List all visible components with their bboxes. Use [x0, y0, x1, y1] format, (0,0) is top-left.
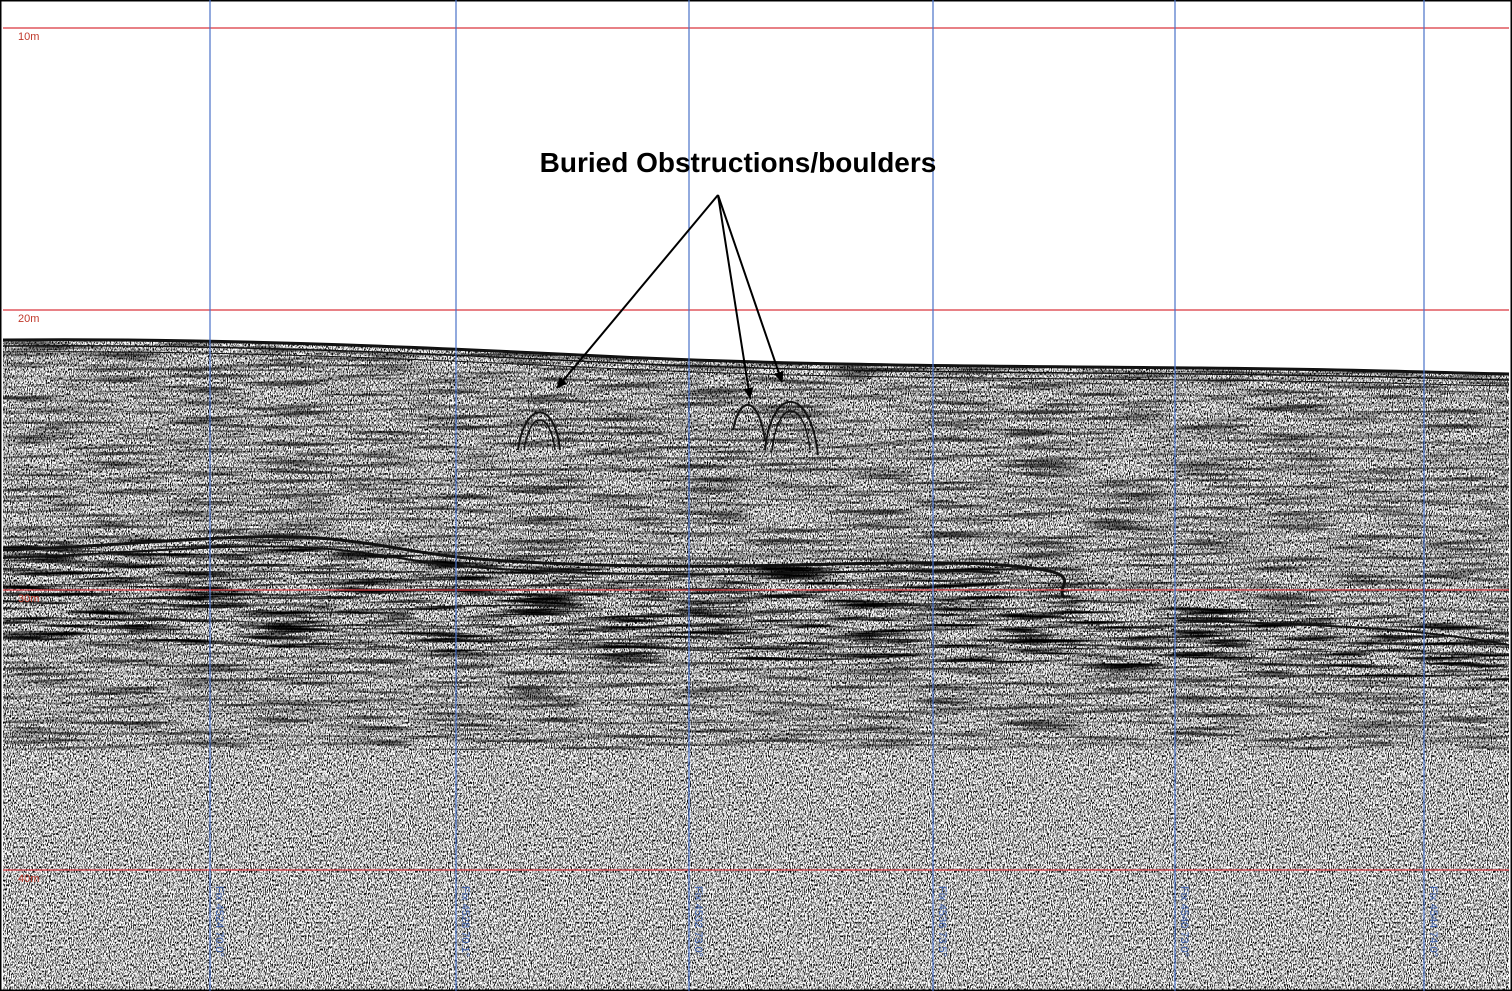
depth-label: 40m [18, 873, 39, 885]
fix-label: Fix 4528 70.1° [459, 886, 471, 957]
fix-label: Fix 4532 73.0° [692, 886, 704, 957]
fix-label: Fix 4544 74.0° [1427, 886, 1439, 957]
fix-label: Fix 4536 73.5° [936, 886, 948, 957]
fix-label: Fix 4540 73.0° [1178, 886, 1190, 957]
depth-label: 30m [18, 593, 39, 605]
depth-label: 10m [18, 31, 39, 43]
fix-label: Fix 4524 70.0° [213, 886, 225, 957]
annotation: Buried Obstructions/boulders [540, 147, 937, 178]
depth-label: 20m [18, 313, 39, 325]
sonar-record: 10m 20m 30m 40m Fix 4524 70.0° Fix 4528 70.1… [0, 0, 1512, 991]
